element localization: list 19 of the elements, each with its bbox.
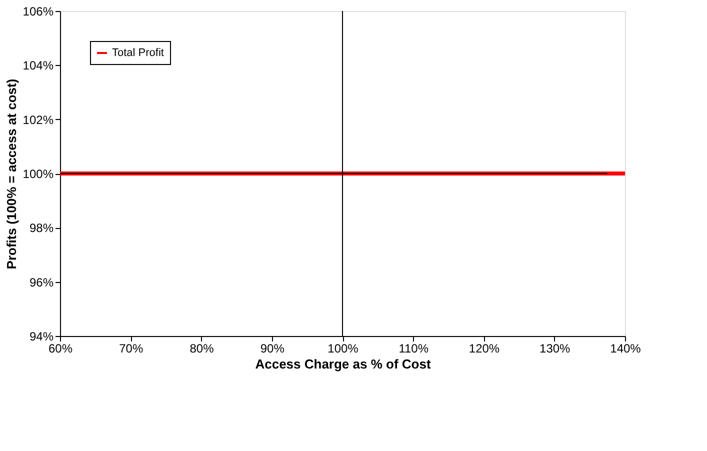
y-tick-label: 106% — [22, 4, 54, 18]
y-tick-label: 104% — [22, 58, 54, 73]
y-tick-label: 98% — [29, 221, 54, 236]
x-tick-label: 130% — [540, 342, 571, 356]
x-tick-label: 80% — [190, 342, 214, 356]
y-tick-label: 100% — [22, 167, 54, 181]
x-axis-title: Access Charge as % of Cost — [255, 356, 432, 372]
legend-label: Total Profit — [112, 47, 164, 59]
y-tick-label: 102% — [22, 112, 54, 127]
x-tick-label: 70% — [119, 342, 144, 356]
x-tick-label: 90% — [260, 342, 285, 356]
y-axis-title: Profits (100% = access at cost) — [4, 78, 19, 270]
x-tick-label: 110% — [398, 342, 429, 356]
x-tick-label: 60% — [48, 342, 73, 356]
x-tick-label: 140% — [610, 342, 642, 356]
x-tick-label: 120% — [468, 342, 500, 356]
y-tick-label: 96% — [29, 275, 54, 290]
y-tick-label: 94% — [29, 330, 54, 344]
x-tick-label: 100% — [328, 342, 359, 356]
